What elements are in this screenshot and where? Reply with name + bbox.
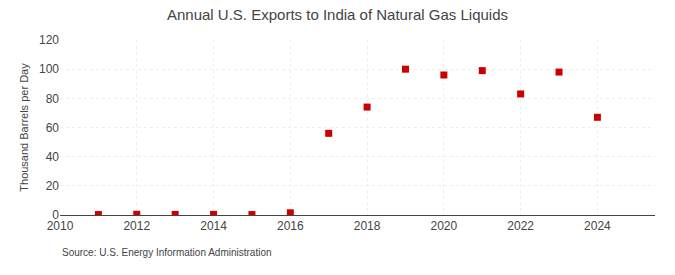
svg-text:60: 60 [46,121,60,135]
svg-text:Annual U.S. Exports to India o: Annual U.S. Exports to India of Natural … [167,6,508,23]
svg-text:120: 120 [39,33,59,47]
svg-text:80: 80 [46,92,60,106]
svg-text:0: 0 [52,208,59,222]
svg-text:40: 40 [46,150,60,164]
svg-text:2024: 2024 [584,219,611,233]
svg-text:2010: 2010 [47,219,74,233]
svg-text:Source: U.S. Energy Informatio: Source: U.S. Energy Information Administ… [62,247,272,258]
svg-text:100: 100 [39,62,59,76]
svg-text:2016: 2016 [277,219,304,233]
svg-text:2018: 2018 [354,219,381,233]
svg-text:Thousand Barrels per Day: Thousand Barrels per Day [18,63,30,192]
svg-text:2020: 2020 [431,219,458,233]
svg-text:2022: 2022 [507,219,534,233]
svg-text:20: 20 [46,179,60,193]
svg-text:2014: 2014 [200,219,227,233]
svg-text:2012: 2012 [123,219,150,233]
